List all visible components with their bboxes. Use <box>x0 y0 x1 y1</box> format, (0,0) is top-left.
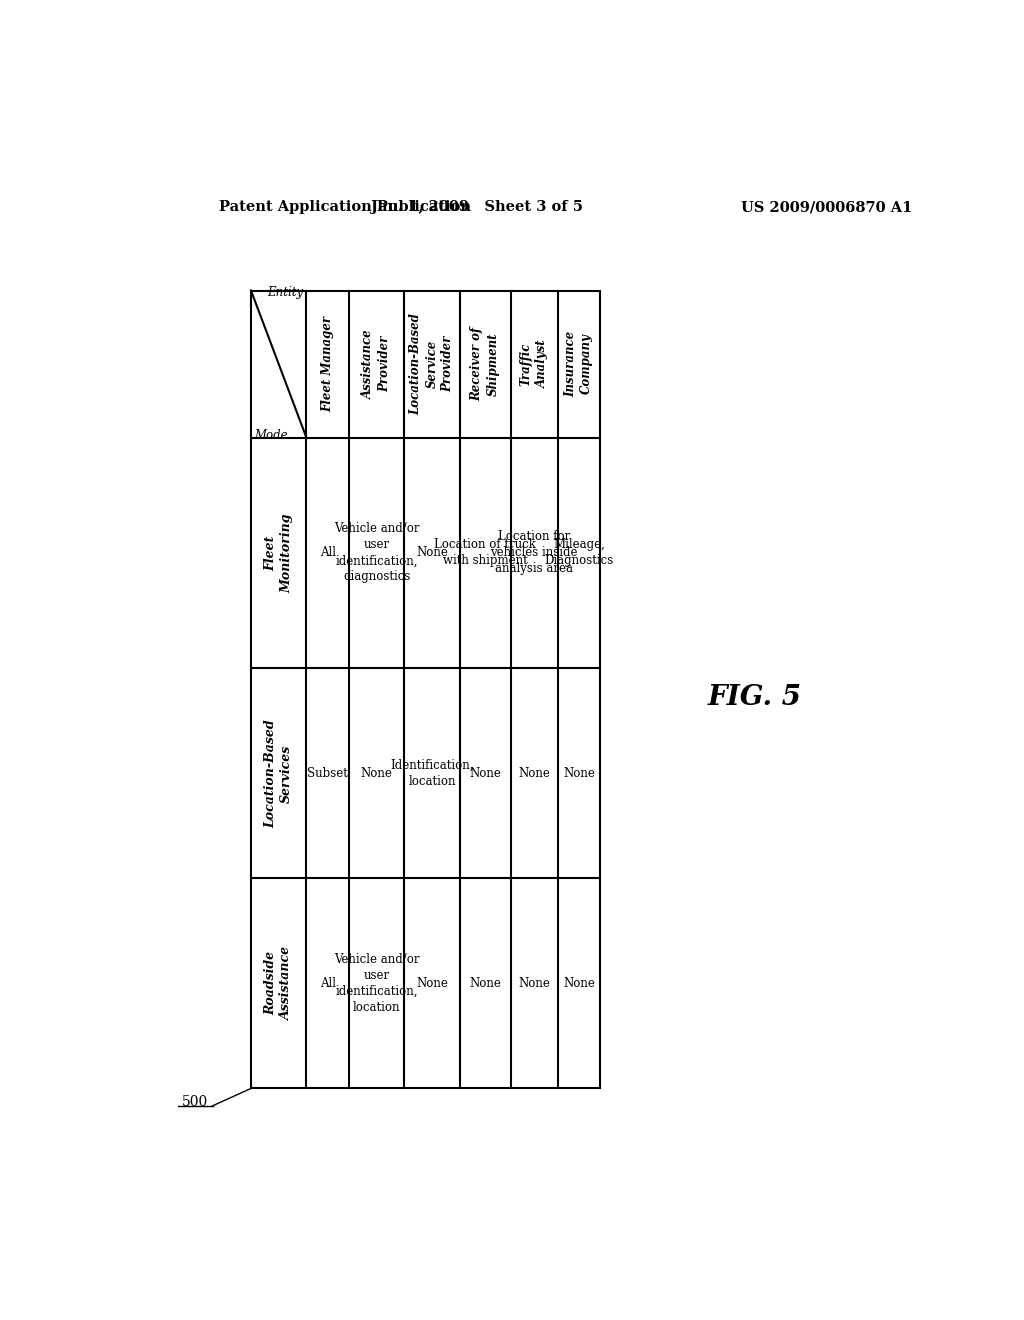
Text: Identification,
location: Identification, location <box>390 759 474 788</box>
Text: FIG. 5: FIG. 5 <box>708 684 802 710</box>
Text: Location for
vehicles inside
analysis area: Location for vehicles inside analysis ar… <box>490 531 578 576</box>
Text: 500: 500 <box>182 1094 209 1109</box>
Text: Roadside
Assistance: Roadside Assistance <box>264 946 293 1020</box>
Text: None: None <box>563 767 595 780</box>
Text: Insurance
Company: Insurance Company <box>564 331 593 397</box>
Text: Location of truck
with shipment: Location of truck with shipment <box>434 539 537 568</box>
Text: None: None <box>360 767 392 780</box>
Text: Patent Application Publication: Patent Application Publication <box>219 201 471 214</box>
Text: Subset: Subset <box>307 767 348 780</box>
Text: None: None <box>518 767 550 780</box>
Text: None: None <box>563 977 595 990</box>
Text: Mileage,
Diagnostics: Mileage, Diagnostics <box>545 539 613 568</box>
Text: Fleet
Monitoring: Fleet Monitoring <box>264 513 293 593</box>
Text: Mode: Mode <box>254 429 288 442</box>
Text: Fleet Manager: Fleet Manager <box>322 315 334 412</box>
Text: None: None <box>469 977 501 990</box>
Text: None: None <box>416 977 447 990</box>
Text: Location-Based
Service
Provider: Location-Based Service Provider <box>410 313 455 414</box>
Text: Vehicle and/or
user
identification,
location: Vehicle and/or user identification, loca… <box>334 953 420 1014</box>
Text: Vehicle and/or
user
identification,
diagnostics: Vehicle and/or user identification, diag… <box>334 523 420 583</box>
Text: Jan. 1, 2009   Sheet 3 of 5: Jan. 1, 2009 Sheet 3 of 5 <box>371 201 584 214</box>
Text: None: None <box>416 546 447 560</box>
Bar <box>251 290 600 1089</box>
Text: Receiver of
Shipment: Receiver of Shipment <box>471 327 500 401</box>
Text: None: None <box>469 767 501 780</box>
Text: All: All <box>319 546 336 560</box>
Text: Traffic
Analyst: Traffic Analyst <box>520 339 549 388</box>
Text: All: All <box>319 977 336 990</box>
Text: Location-Based
Services: Location-Based Services <box>264 719 293 828</box>
Text: Entity: Entity <box>267 286 303 300</box>
Text: US 2009/0006870 A1: US 2009/0006870 A1 <box>740 201 912 214</box>
Text: None: None <box>518 977 550 990</box>
Text: Assistance
Provider: Assistance Provider <box>362 329 391 399</box>
